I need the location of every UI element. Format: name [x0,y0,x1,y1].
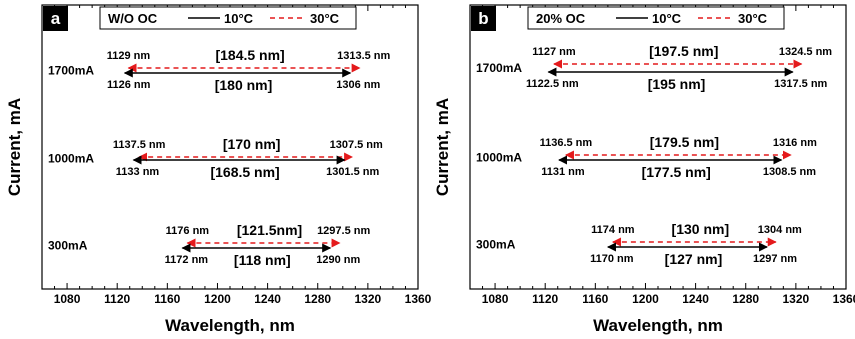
start-label-30c: 1127 nm [532,46,576,58]
current-label: 300mA [476,238,516,252]
x-tick-label: 1120 [104,292,130,306]
range-row-300mA: 300mA 1176 nm 1297.5 nm [121.5nm] 1172 nm 129… [48,222,370,268]
width-label-10c: [177.5 nm] [642,164,711,180]
x-tick-label: 1280 [732,292,759,306]
x-tick-label: 1160 [582,292,608,306]
chart-panel-a: 1080 1120 1160 1200 1240 1280 1320 1360 Waveleng… [5,4,432,335]
width-label-30c: [179.5 nm] [650,134,719,150]
legend-label-30c: 30°C [310,11,340,26]
x-tick-label: 1360 [405,292,432,306]
end-label-30c: 1307.5 nm [330,139,383,151]
x-tick-label: 1240 [254,292,281,306]
start-label-30c: 1176 nm [166,225,210,237]
end-label-30c: 1324.5 nm [779,46,832,58]
width-label-10c: [118 nm] [234,252,291,268]
start-label-10c: 1133 nm [116,166,160,178]
width-label-30c: [121.5nm] [237,222,302,238]
panel-letter: b [478,9,488,28]
x-tick-label: 1080 [54,292,81,306]
panel-letter-box [471,6,496,31]
start-label-30c: 1137.5 nm [113,139,166,151]
width-label-30c: [184.5 nm] [215,47,284,63]
panel-letter-box [43,6,68,31]
current-label: 1700mA [476,61,522,75]
end-label-10c: 1290 nm [316,254,360,266]
y-axis-title: Current, mA [433,98,452,196]
end-label-10c: 1317.5 nm [774,78,827,90]
end-label-10c: 1297 nm [753,253,797,265]
end-label-30c: 1316 nm [773,137,817,149]
width-label-10c: [180 nm] [215,77,273,93]
x-tick-label: 1240 [682,292,709,306]
start-label-10c: 1172 nm [165,254,209,266]
current-label: 1000mA [48,152,94,166]
range-row-1000mA: 1000mA 1136.5 nm 1316 nm [179.5 nm] 1131 nm 1… [476,134,817,180]
x-tick-label: 1280 [304,292,331,306]
legend-box [99,6,357,30]
current-label: 300mA [48,239,88,253]
end-label-10c: 1301.5 nm [326,166,379,178]
width-label-30c: [130 nm] [672,221,730,237]
start-label-30c: 1129 nm [107,50,151,62]
x-tick-label: 1080 [482,292,509,306]
end-label-10c: 1308.5 nm [763,166,816,178]
y-axis-title: Current, mA [5,98,24,196]
legend-label-10c: 10°C [652,11,682,26]
x-tick-label: 1160 [154,292,180,306]
x-tick-label: 1320 [355,292,382,306]
x-tick-label: 1200 [632,292,659,306]
end-label-30c: 1313.5 nm [337,50,390,62]
start-label-10c: 1170 nm [590,253,634,265]
start-label-10c: 1131 nm [541,166,585,178]
end-label-30c: 1297.5 nm [317,225,370,237]
start-label-10c: 1122.5 nm [526,78,579,90]
panel-letter: a [51,9,61,28]
width-label-10c: [195 nm] [648,76,706,92]
width-label-30c: [170 nm] [223,136,281,152]
chart-panel-b: 1080 1120 1160 1200 1240 1280 1320 1360 Waveleng… [433,4,855,335]
legend-label-10c: 10°C [224,11,254,26]
range-row-1700mA: 1700mA 1127 nm 1324.5 nm [197.5 nm] 1122.5 n… [476,43,832,92]
x-tick-label: 1200 [204,292,231,306]
x-axis-title: Wavelength, nm [165,316,295,335]
x-tick-label: 1120 [532,292,558,306]
range-row-1700mA: 1700mA 1129 nm 1313.5 nm [184.5 nm] 1126 nm 1… [48,47,391,93]
width-label-10c: [127 nm] [665,251,723,267]
legend-condition-label: 20% OC [536,11,586,26]
range-row-1000mA: 1000mA 1137.5 nm 1307.5 nm [170 nm] 1133 nm 1… [48,136,383,180]
legend-label-30c: 30°C [738,11,768,26]
end-label-30c: 1304 nm [758,224,802,236]
legend-box [527,6,785,30]
x-axis-title: Wavelength, nm [593,316,723,335]
width-label-10c: [168.5 nm] [210,164,279,180]
x-tick-label: 1360 [833,292,855,306]
end-label-10c: 1306 nm [336,79,380,91]
current-label: 1000mA [476,151,522,165]
start-label-10c: 1126 nm [107,79,151,91]
range-row-300mA: 300mA 1174 nm 1304 nm [130 nm] 1170 nm 1297 n… [476,221,802,267]
start-label-30c: 1174 nm [591,224,635,236]
x-tick-label: 1320 [783,292,810,306]
start-label-30c: 1136.5 nm [540,137,593,149]
width-label-30c: [197.5 nm] [649,43,718,59]
legend-condition-label: W/O OC [108,11,158,26]
current-label: 1700mA [48,64,94,78]
